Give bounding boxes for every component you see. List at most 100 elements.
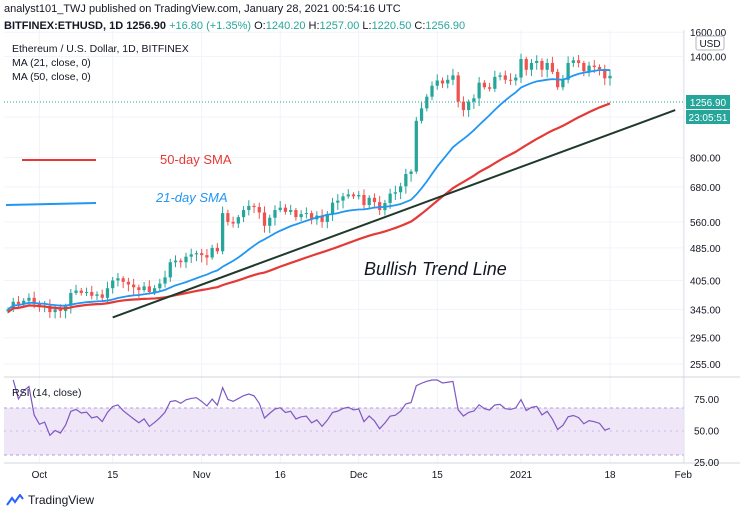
candle-body bbox=[194, 253, 199, 255]
rsi-tick-label: 50.00 bbox=[694, 426, 719, 437]
candle-body bbox=[132, 284, 136, 288]
currency-badge[interactable] bbox=[695, 35, 725, 51]
sma50-annotation: 50-day SMA bbox=[160, 152, 232, 167]
candle-body bbox=[320, 215, 324, 222]
candle-body bbox=[425, 96, 429, 109]
price-tick-label: 560.00 bbox=[690, 218, 721, 229]
candle-body bbox=[409, 171, 413, 175]
candle-body bbox=[116, 278, 120, 281]
candle-body bbox=[121, 278, 125, 282]
candle-body bbox=[84, 291, 89, 293]
rsi-line bbox=[12, 379, 611, 437]
candles-group bbox=[6, 53, 612, 319]
candle-body bbox=[32, 297, 36, 304]
candle-body bbox=[200, 253, 204, 256]
time-axis: Oct 15 Nov 16 Dec 15 2021 18 Feb bbox=[32, 470, 693, 481]
candle-body bbox=[545, 62, 549, 70]
ma21-line bbox=[7, 69, 611, 311]
candle-body bbox=[147, 286, 151, 292]
candle-body bbox=[158, 283, 162, 289]
legend-ma50: MA (50, close, 0) bbox=[12, 71, 91, 83]
price-tick-label: 255.00 bbox=[690, 360, 721, 371]
candle-body bbox=[576, 60, 581, 63]
sma21-annotation: 21-day SMA bbox=[155, 190, 228, 205]
candle-body bbox=[487, 87, 492, 89]
candle-body bbox=[550, 62, 555, 72]
legend-swatch-21 bbox=[5, 202, 97, 206]
rsi-label: RSI (14, close) bbox=[12, 387, 81, 399]
footer-brand[interactable]: TradingView bbox=[6, 491, 94, 509]
candle-body bbox=[126, 281, 131, 285]
publish-info: analyst101_TWJ published on TradingView.… bbox=[4, 3, 401, 15]
candle-body bbox=[508, 79, 513, 81]
candle-body bbox=[179, 260, 183, 263]
symbol-label: BITFINEX:ETHUSD, 1D bbox=[4, 20, 124, 32]
candle-body bbox=[519, 58, 523, 78]
candle-body bbox=[430, 85, 434, 97]
price-axis: 1600.001400.001000.00800.00680.00560.004… bbox=[690, 28, 727, 371]
countdown-box bbox=[686, 110, 730, 124]
candle-body bbox=[535, 60, 539, 63]
candle-body bbox=[529, 62, 534, 70]
high-value: 1257.00 bbox=[319, 20, 360, 32]
candle-body bbox=[90, 291, 94, 296]
time-tick-label: 2021 bbox=[510, 470, 533, 481]
candle-body bbox=[419, 108, 424, 121]
candle-body bbox=[69, 292, 73, 306]
candle-body bbox=[231, 221, 235, 224]
candle-body bbox=[241, 210, 246, 218]
candle-body bbox=[336, 200, 340, 203]
rsi-tick-label: 75.00 bbox=[694, 395, 719, 406]
candle-body bbox=[163, 277, 167, 284]
legend-title: Ethereum / U.S. Dollar, 1D, BITFINEX bbox=[12, 43, 189, 55]
price-tick-label: 800.00 bbox=[690, 153, 721, 164]
price-tag-box bbox=[686, 95, 730, 109]
candle-body bbox=[566, 62, 570, 80]
candle-body bbox=[571, 60, 575, 63]
candle-body bbox=[27, 297, 31, 301]
time-tick-label: Feb bbox=[675, 470, 693, 481]
candle-body bbox=[95, 294, 99, 296]
candle-body bbox=[152, 288, 157, 292]
candle-body bbox=[440, 80, 445, 84]
candle-body bbox=[404, 174, 408, 187]
price-change: +16.80 (+1.35%) bbox=[169, 20, 252, 32]
last-price: 1256.90 bbox=[126, 20, 167, 32]
candle-body bbox=[74, 290, 78, 293]
candle-body bbox=[294, 210, 298, 218]
candle-body bbox=[398, 186, 403, 193]
candle-body bbox=[16, 301, 21, 305]
price-tick-label: 295.00 bbox=[690, 334, 721, 345]
candle-body bbox=[252, 205, 256, 208]
candle-body bbox=[262, 212, 267, 226]
candle-body bbox=[493, 76, 497, 89]
candle-body bbox=[592, 65, 596, 68]
candle-body bbox=[278, 207, 282, 211]
candle-body bbox=[597, 67, 602, 70]
price-tick-label: 1600.00 bbox=[690, 28, 727, 39]
time-tick-label: 15 bbox=[432, 470, 444, 481]
price-tag: 1256.90 bbox=[690, 98, 727, 109]
candle-body bbox=[221, 213, 225, 252]
candle-body bbox=[482, 82, 486, 88]
time-tick-label: Nov bbox=[193, 470, 211, 481]
price-tick-label: 485.00 bbox=[690, 244, 721, 255]
candle-body bbox=[189, 254, 193, 257]
low-value: 1220.50 bbox=[371, 20, 412, 32]
candle-body bbox=[341, 196, 345, 201]
candle-body bbox=[503, 75, 507, 80]
candle-body bbox=[330, 202, 335, 215]
rsi-axis: 75.00 50.00 25.00 bbox=[694, 395, 719, 469]
countdown-tag: 23:05:51 bbox=[689, 113, 728, 124]
candle-body bbox=[142, 286, 146, 291]
candle-body bbox=[351, 194, 356, 197]
candle-body bbox=[283, 207, 288, 212]
candle-body bbox=[467, 101, 471, 111]
candle-body bbox=[367, 197, 371, 205]
time-tick-label: 16 bbox=[275, 470, 287, 481]
candle-body bbox=[388, 193, 392, 203]
bullish-trend-line bbox=[112, 109, 676, 319]
candle-body bbox=[105, 288, 110, 298]
candle-body bbox=[247, 205, 251, 211]
